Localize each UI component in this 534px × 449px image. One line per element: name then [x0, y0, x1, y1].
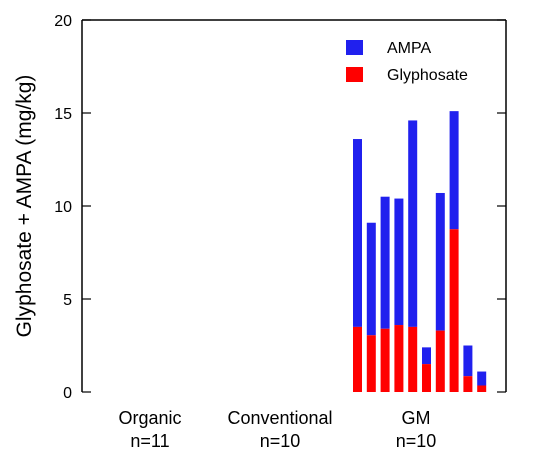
bar-glyphosate: [477, 385, 487, 392]
legend-label-ampa: AMPA: [387, 40, 431, 57]
y-tick-label: 15: [54, 106, 72, 123]
bar-glyphosate: [380, 328, 390, 392]
bar-glyphosate: [408, 326, 418, 392]
category-label: Organic: [118, 408, 181, 428]
category-label: GM: [402, 408, 431, 428]
legend: AMPA Glyphosate: [346, 40, 468, 84]
bar-ampa: [422, 347, 431, 365]
bar-glyphosate: [422, 364, 431, 392]
bar-ampa: [366, 222, 376, 336]
category-count-label: n=10: [396, 431, 437, 449]
category-label: Conventional: [227, 408, 332, 428]
bar-ampa: [463, 345, 473, 377]
y-tick-label: 5: [63, 292, 72, 309]
y-axis-label: Glyphosate + AMPA (mg/kg): [13, 75, 36, 338]
category-count-label: n=10: [260, 431, 301, 449]
bars: [353, 111, 487, 392]
bar-ampa: [408, 120, 418, 327]
bar-ampa: [449, 111, 459, 230]
category-count-label: n=11: [130, 431, 169, 449]
bar-glyphosate: [394, 325, 404, 392]
bar-glyphosate: [449, 229, 459, 392]
y-tick-label: 10: [54, 199, 72, 216]
bar-glyphosate: [353, 326, 362, 392]
legend-label-glyphosate: Glyphosate: [387, 67, 468, 84]
bar-glyphosate: [463, 376, 473, 392]
bar-ampa: [394, 198, 404, 326]
bar-glyphosate: [435, 330, 445, 392]
bar-ampa: [353, 139, 362, 327]
y-tick-label: 0: [63, 385, 72, 402]
bar-ampa: [477, 371, 487, 386]
bar-glyphosate: [366, 335, 376, 392]
legend-swatch-glyphosate: [346, 67, 363, 82]
category-labels: Organic n=11 Conventional n=10 GM n=10: [118, 408, 436, 449]
bar-ampa: [380, 196, 390, 329]
bar-ampa: [435, 192, 445, 331]
y-ticks: 0 5 10 15 20: [54, 13, 506, 402]
y-tick-label: 20: [54, 13, 72, 30]
legend-swatch-ampa: [346, 40, 363, 55]
